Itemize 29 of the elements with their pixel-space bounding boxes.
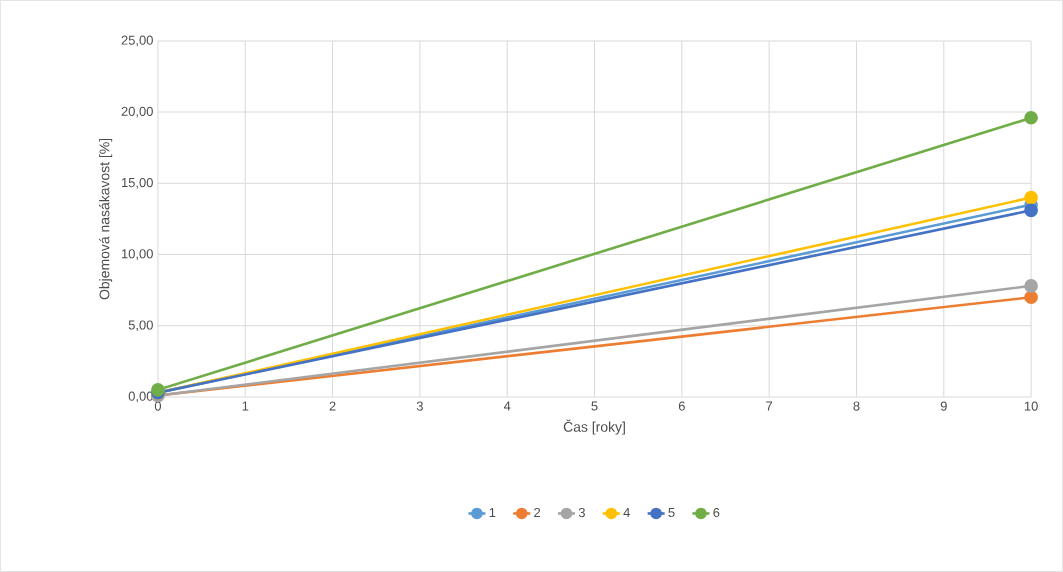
x-tick-label: 4 xyxy=(503,401,511,411)
x-tick-label: 6 xyxy=(678,401,685,411)
x-tick-label: 3 xyxy=(416,401,423,411)
x-axis-title: Čas [roky] xyxy=(563,419,625,435)
x-tick-label: 8 xyxy=(853,401,860,411)
x-tick-label: 5 xyxy=(591,401,598,411)
legend-label: 2 xyxy=(534,508,541,518)
y-tick-label: 25,00 xyxy=(121,35,153,47)
point xyxy=(1024,190,1038,205)
point xyxy=(1024,290,1038,305)
y-axis-title: Objemová nasákavost [%] xyxy=(98,138,113,300)
x-tick-label: 2 xyxy=(329,401,336,411)
point xyxy=(1024,279,1038,293)
y-tick-label: 20,00 xyxy=(121,106,153,118)
legend-label: 1 xyxy=(489,508,496,518)
x-tick-label: 10 xyxy=(1024,401,1038,411)
x-tick-label: 0 xyxy=(154,401,162,411)
x-tick-label: 7 xyxy=(766,401,773,411)
x-tick-label: 1 xyxy=(242,401,249,411)
y-tick-label: 15,00 xyxy=(121,178,153,189)
legend-label: 6 xyxy=(713,508,720,518)
point xyxy=(1024,111,1038,125)
legend-label: 3 xyxy=(578,508,585,518)
y-tick-label: 5,00 xyxy=(128,320,153,332)
legend-label: 5 xyxy=(668,508,675,518)
y-tick-label: 10,00 xyxy=(121,249,153,260)
x-tick-label: 9 xyxy=(940,401,947,411)
point xyxy=(1024,203,1038,218)
legend-label: 4 xyxy=(623,508,630,518)
